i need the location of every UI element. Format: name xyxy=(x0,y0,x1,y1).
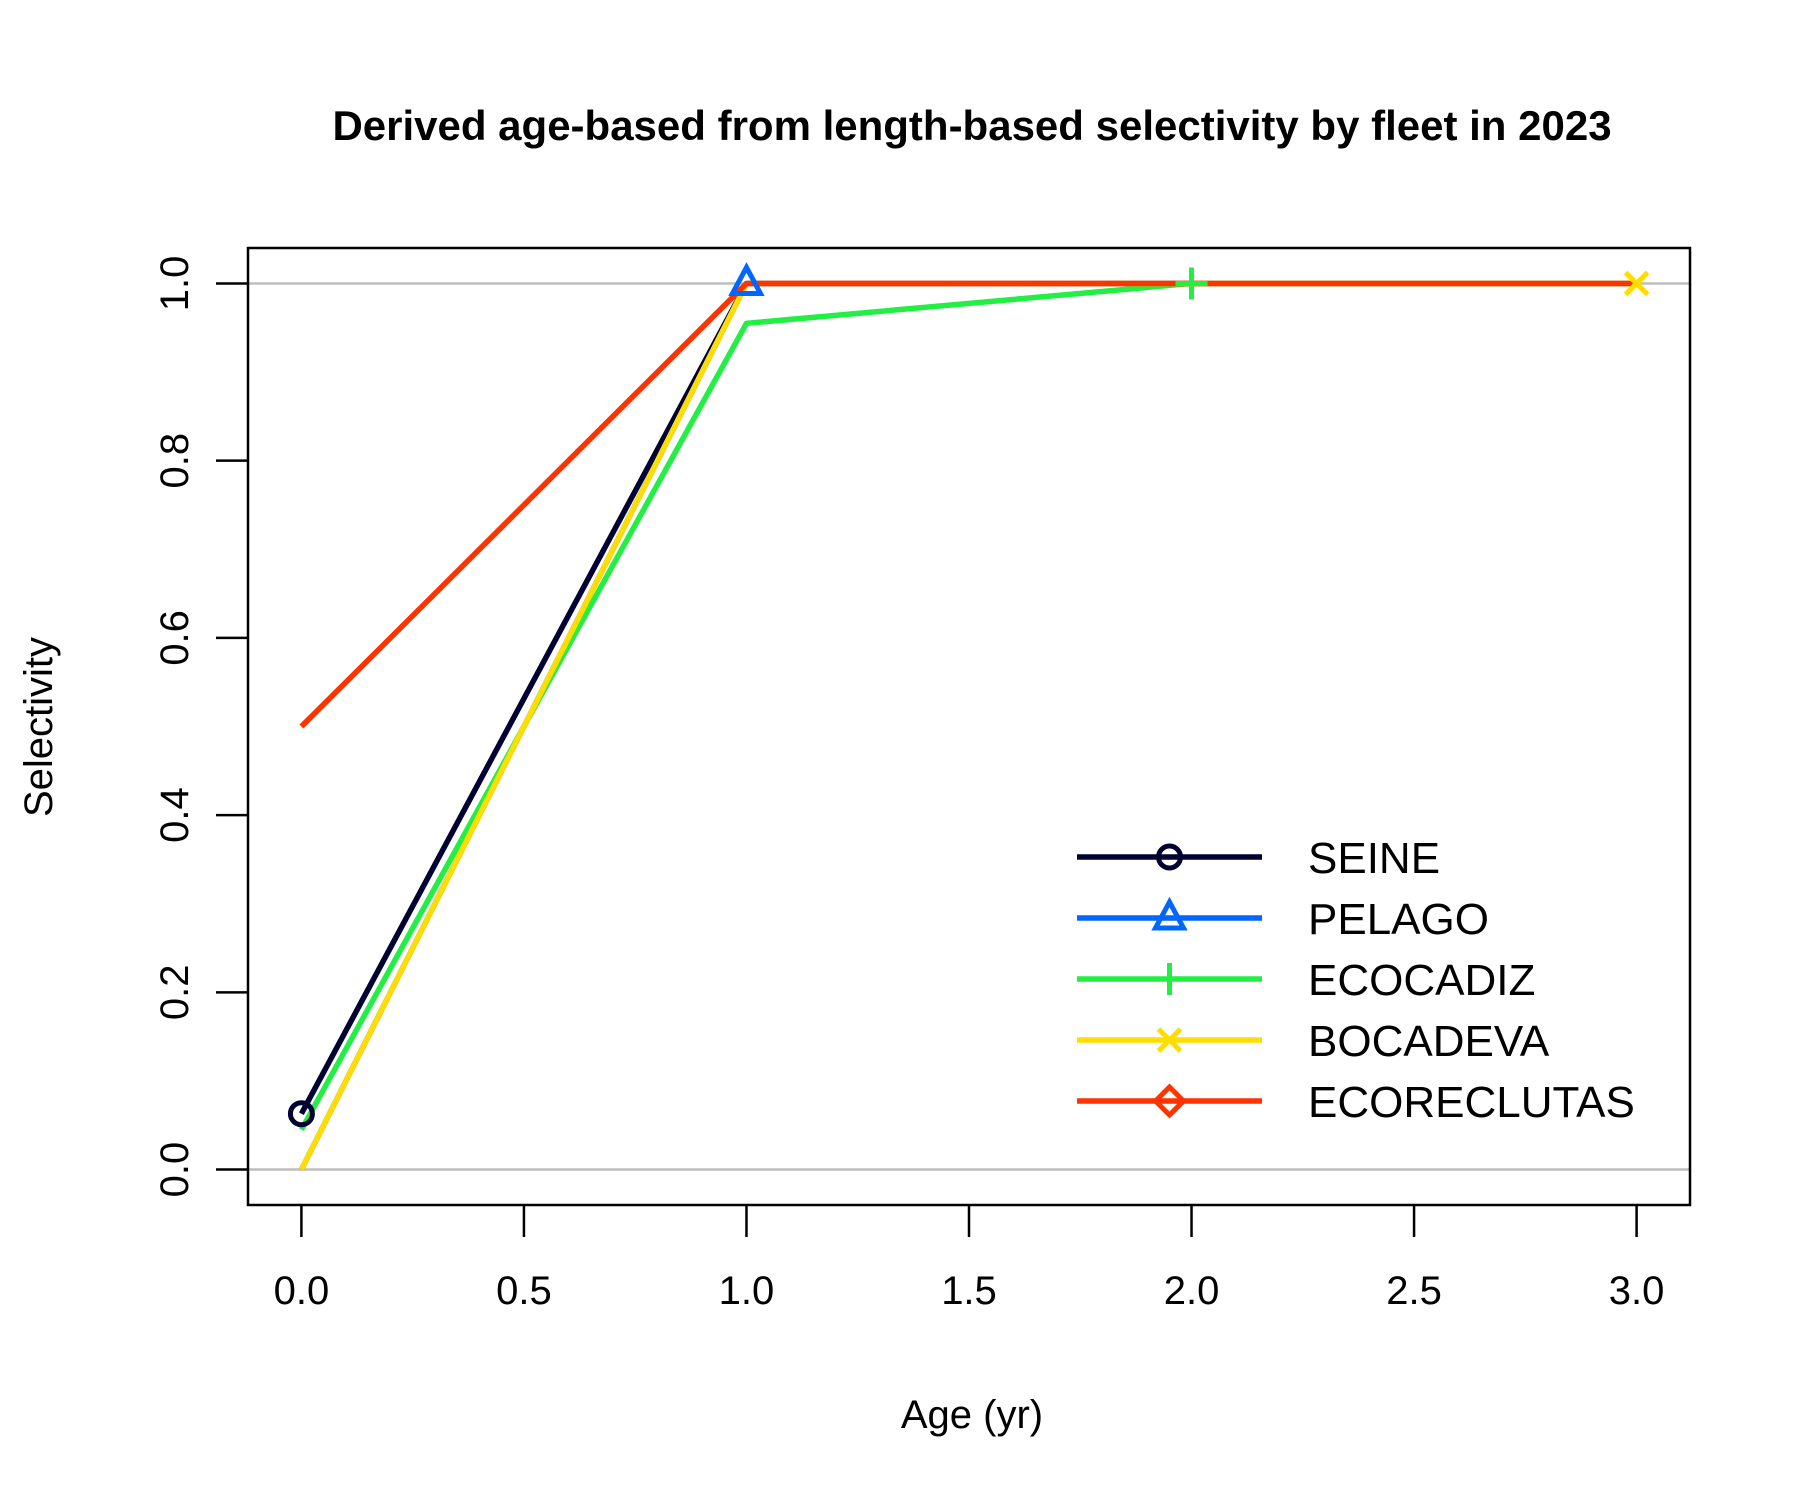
legend-marker-bocadeva xyxy=(1156,1027,1183,1053)
y-axis-label: Selectivity xyxy=(17,637,61,817)
legend-marker-seine xyxy=(1156,843,1183,871)
data-point-bocadeva xyxy=(1623,270,1650,297)
legend-label-pelago: PELAGO xyxy=(1308,895,1489,944)
legend-marker-ecoreclutas xyxy=(1151,1083,1188,1119)
legend-label-ecocadiz: ECOCADIZ xyxy=(1308,956,1535,1005)
legend-label-bocadeva: BOCADEVA xyxy=(1308,1017,1550,1066)
x-tick-label: 1.0 xyxy=(719,1269,775,1313)
data-point-ecocadiz xyxy=(1175,267,1208,300)
legend-marker-pelago xyxy=(1151,896,1188,931)
x-tick-label: 0.5 xyxy=(496,1269,552,1313)
legend-marker-ecocadiz xyxy=(1153,963,1186,995)
plot-area: 0.0 0.5 1.0 1.5 2.0 2.5 3.0 0.0 0.2 0.4 0.6 0.8 1.0 xyxy=(153,246,1692,1313)
x-tick-label: 1.5 xyxy=(941,1269,997,1313)
y-tick-label: 1.0 xyxy=(153,256,197,312)
legend-label-ecoreclutas: ECORECLUTAS xyxy=(1308,1078,1635,1127)
y-tick-label: 0.4 xyxy=(153,787,197,843)
legend-label-seine: SEINE xyxy=(1308,834,1440,883)
y-tick-label: 0.8 xyxy=(153,433,197,489)
x-tick-label: 0.0 xyxy=(274,1269,330,1313)
x-tick-label: 2.5 xyxy=(1386,1269,1442,1313)
chart-title: Derived age-based from length-based sele… xyxy=(332,102,1611,149)
y-tick-label: 0.0 xyxy=(153,1142,197,1198)
x-tick-label: 3.0 xyxy=(1609,1269,1665,1313)
x-tick-label: 2.0 xyxy=(1164,1269,1220,1313)
data-point-pelago xyxy=(728,262,765,296)
data-point-seine xyxy=(287,1100,315,1128)
y-tick-label: 0.6 xyxy=(153,610,197,666)
legend: SEINE PELAGO ECOCADIZ BOCADEVA ECORECLUTAS xyxy=(1077,834,1635,1127)
x-axis-label: Age (yr) xyxy=(901,1393,1043,1437)
series-line-ecoreclutas xyxy=(299,280,1637,729)
y-tick-label: 0.2 xyxy=(153,965,197,1021)
